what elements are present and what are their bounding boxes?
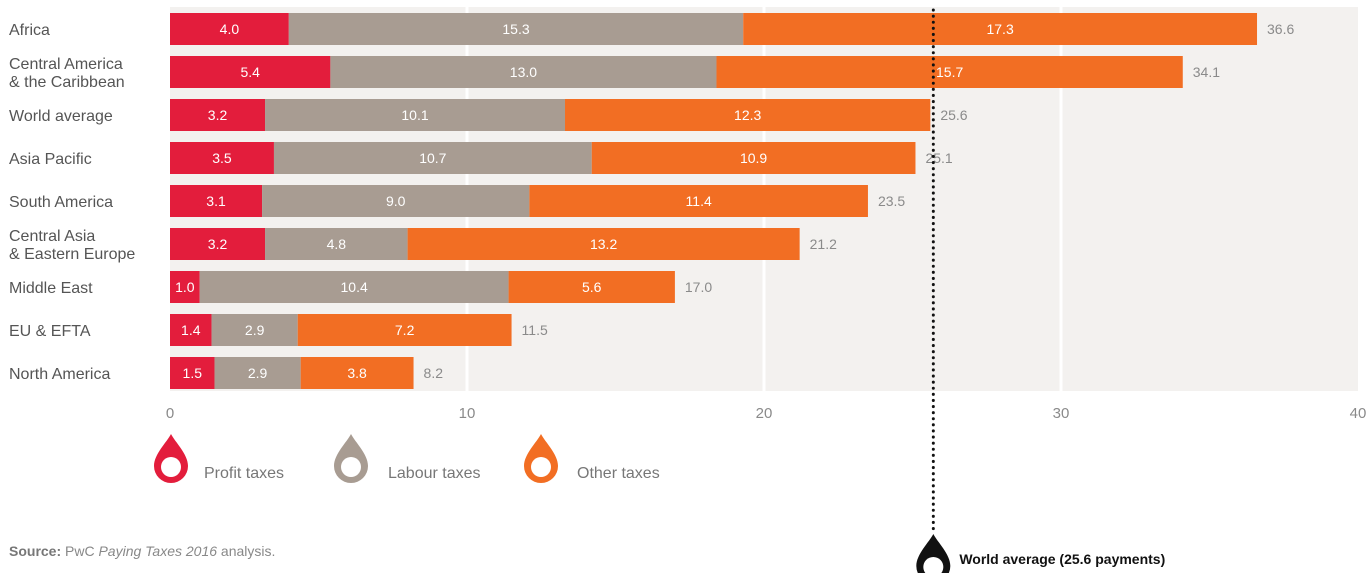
segment-label: 11.4 [686,193,712,209]
bar-segment [170,13,289,45]
segment-label: 3.2 [208,236,228,252]
segment-label: 3.5 [212,150,232,166]
world-average-note: World average (25.6 payments) [959,551,1165,567]
bar-segment [211,314,298,346]
category-label-line: & Eastern Europe [9,246,135,263]
x-tick-label: 30 [1053,405,1070,422]
segment-label: 3.8 [347,365,367,381]
bar-segment [170,99,266,131]
x-tick-label: 10 [459,405,476,422]
segment-label: 3.1 [206,193,226,209]
segment-label: 4.0 [220,21,240,37]
bar-segment [265,228,408,260]
category-label: Middle East [9,280,93,297]
category-label-line: Central Asia [9,228,95,245]
segment-label: 2.9 [248,365,268,381]
segment-label: 5.4 [240,64,260,80]
total-label: 23.5 [878,193,905,209]
segment-label: 15.7 [936,64,963,80]
legend-drop-hole [161,457,181,477]
segment-label: 10.4 [341,279,368,295]
segment-label: 10.9 [740,150,767,166]
bar-segment [273,142,592,174]
bar-segment [170,314,212,346]
segment-label: 9.0 [386,193,406,209]
bar-segment [199,271,509,303]
bar-segment [170,228,266,260]
segment-label: 13.2 [590,236,617,252]
segment-label: 1.5 [183,365,203,381]
category-label: North America [9,366,110,383]
category-label: Africa [9,22,50,39]
world-average-marker-hole [923,557,944,573]
x-tick-label: 0 [166,405,174,422]
total-label: 34.1 [1193,64,1220,80]
bar-segment [297,314,512,346]
segment-label: 7.2 [395,322,415,338]
bar-segment [330,56,717,88]
segment-label: 1.4 [181,322,201,338]
segment-label: 4.8 [327,236,347,252]
category-label-line: Central America [9,56,123,73]
total-label: 8.2 [424,365,444,381]
total-label: 21.2 [810,236,837,252]
segment-label: 12.3 [734,107,761,123]
segment-label: 17.3 [986,21,1013,37]
bar-segment [262,185,530,217]
segment-label: 1.0 [175,279,195,295]
bar-segment [743,13,1258,45]
bar-segment [508,271,675,303]
legend-label: Labour taxes [388,465,481,482]
bar-segment [170,185,263,217]
legend-drop-hole [531,457,551,477]
bar-segment [407,228,800,260]
total-label: 11.5 [522,322,548,338]
source-pre: PwC [61,543,99,559]
bar-segment [265,99,566,131]
source-prefix: Source: [9,543,62,559]
total-label: 25.6 [940,107,967,123]
bar-segment [170,56,331,88]
total-label: 25.1 [925,150,952,166]
source-post: analysis. [217,543,276,559]
bar-segment [565,99,931,131]
segment-label: 15.3 [502,21,529,37]
bar-segment [170,357,215,389]
bar-segment [288,13,744,45]
bar-segment [214,357,301,389]
segment-label: 13.0 [510,64,537,80]
category-label: EU & EFTA [9,323,91,340]
x-tick-label: 20 [756,405,773,422]
category-label: South America [9,194,113,211]
bar-segment [170,142,274,174]
category-label: World average [9,108,113,125]
category-label: Central America & the Caribbean [9,56,125,91]
source-note: Source: PwC Paying Taxes 2016 analysis. [9,543,275,559]
legend-drop-hole [341,457,361,477]
segment-label: 10.1 [401,107,428,123]
bar-segment [170,271,200,303]
category-label: Asia Pacific [9,151,92,168]
segment-label: 2.9 [245,322,265,338]
bar-segment [529,185,868,217]
segment-label: 5.6 [582,279,602,295]
source-title: Paying Taxes 2016 [98,543,218,559]
legend-label: Other taxes [577,465,660,482]
bar-segment [716,56,1183,88]
bar-segment [591,142,916,174]
legend-label: Profit taxes [204,465,284,482]
segment-label: 3.2 [208,107,228,123]
total-label: 36.6 [1267,21,1294,37]
bar-segment [300,357,414,389]
total-label: 17.0 [685,279,712,295]
category-label: Central Asia & Eastern Europe [9,228,135,263]
category-label-line: & the Caribbean [9,74,125,91]
x-tick-label: 40 [1350,405,1367,422]
segment-label: 10.7 [419,150,446,166]
